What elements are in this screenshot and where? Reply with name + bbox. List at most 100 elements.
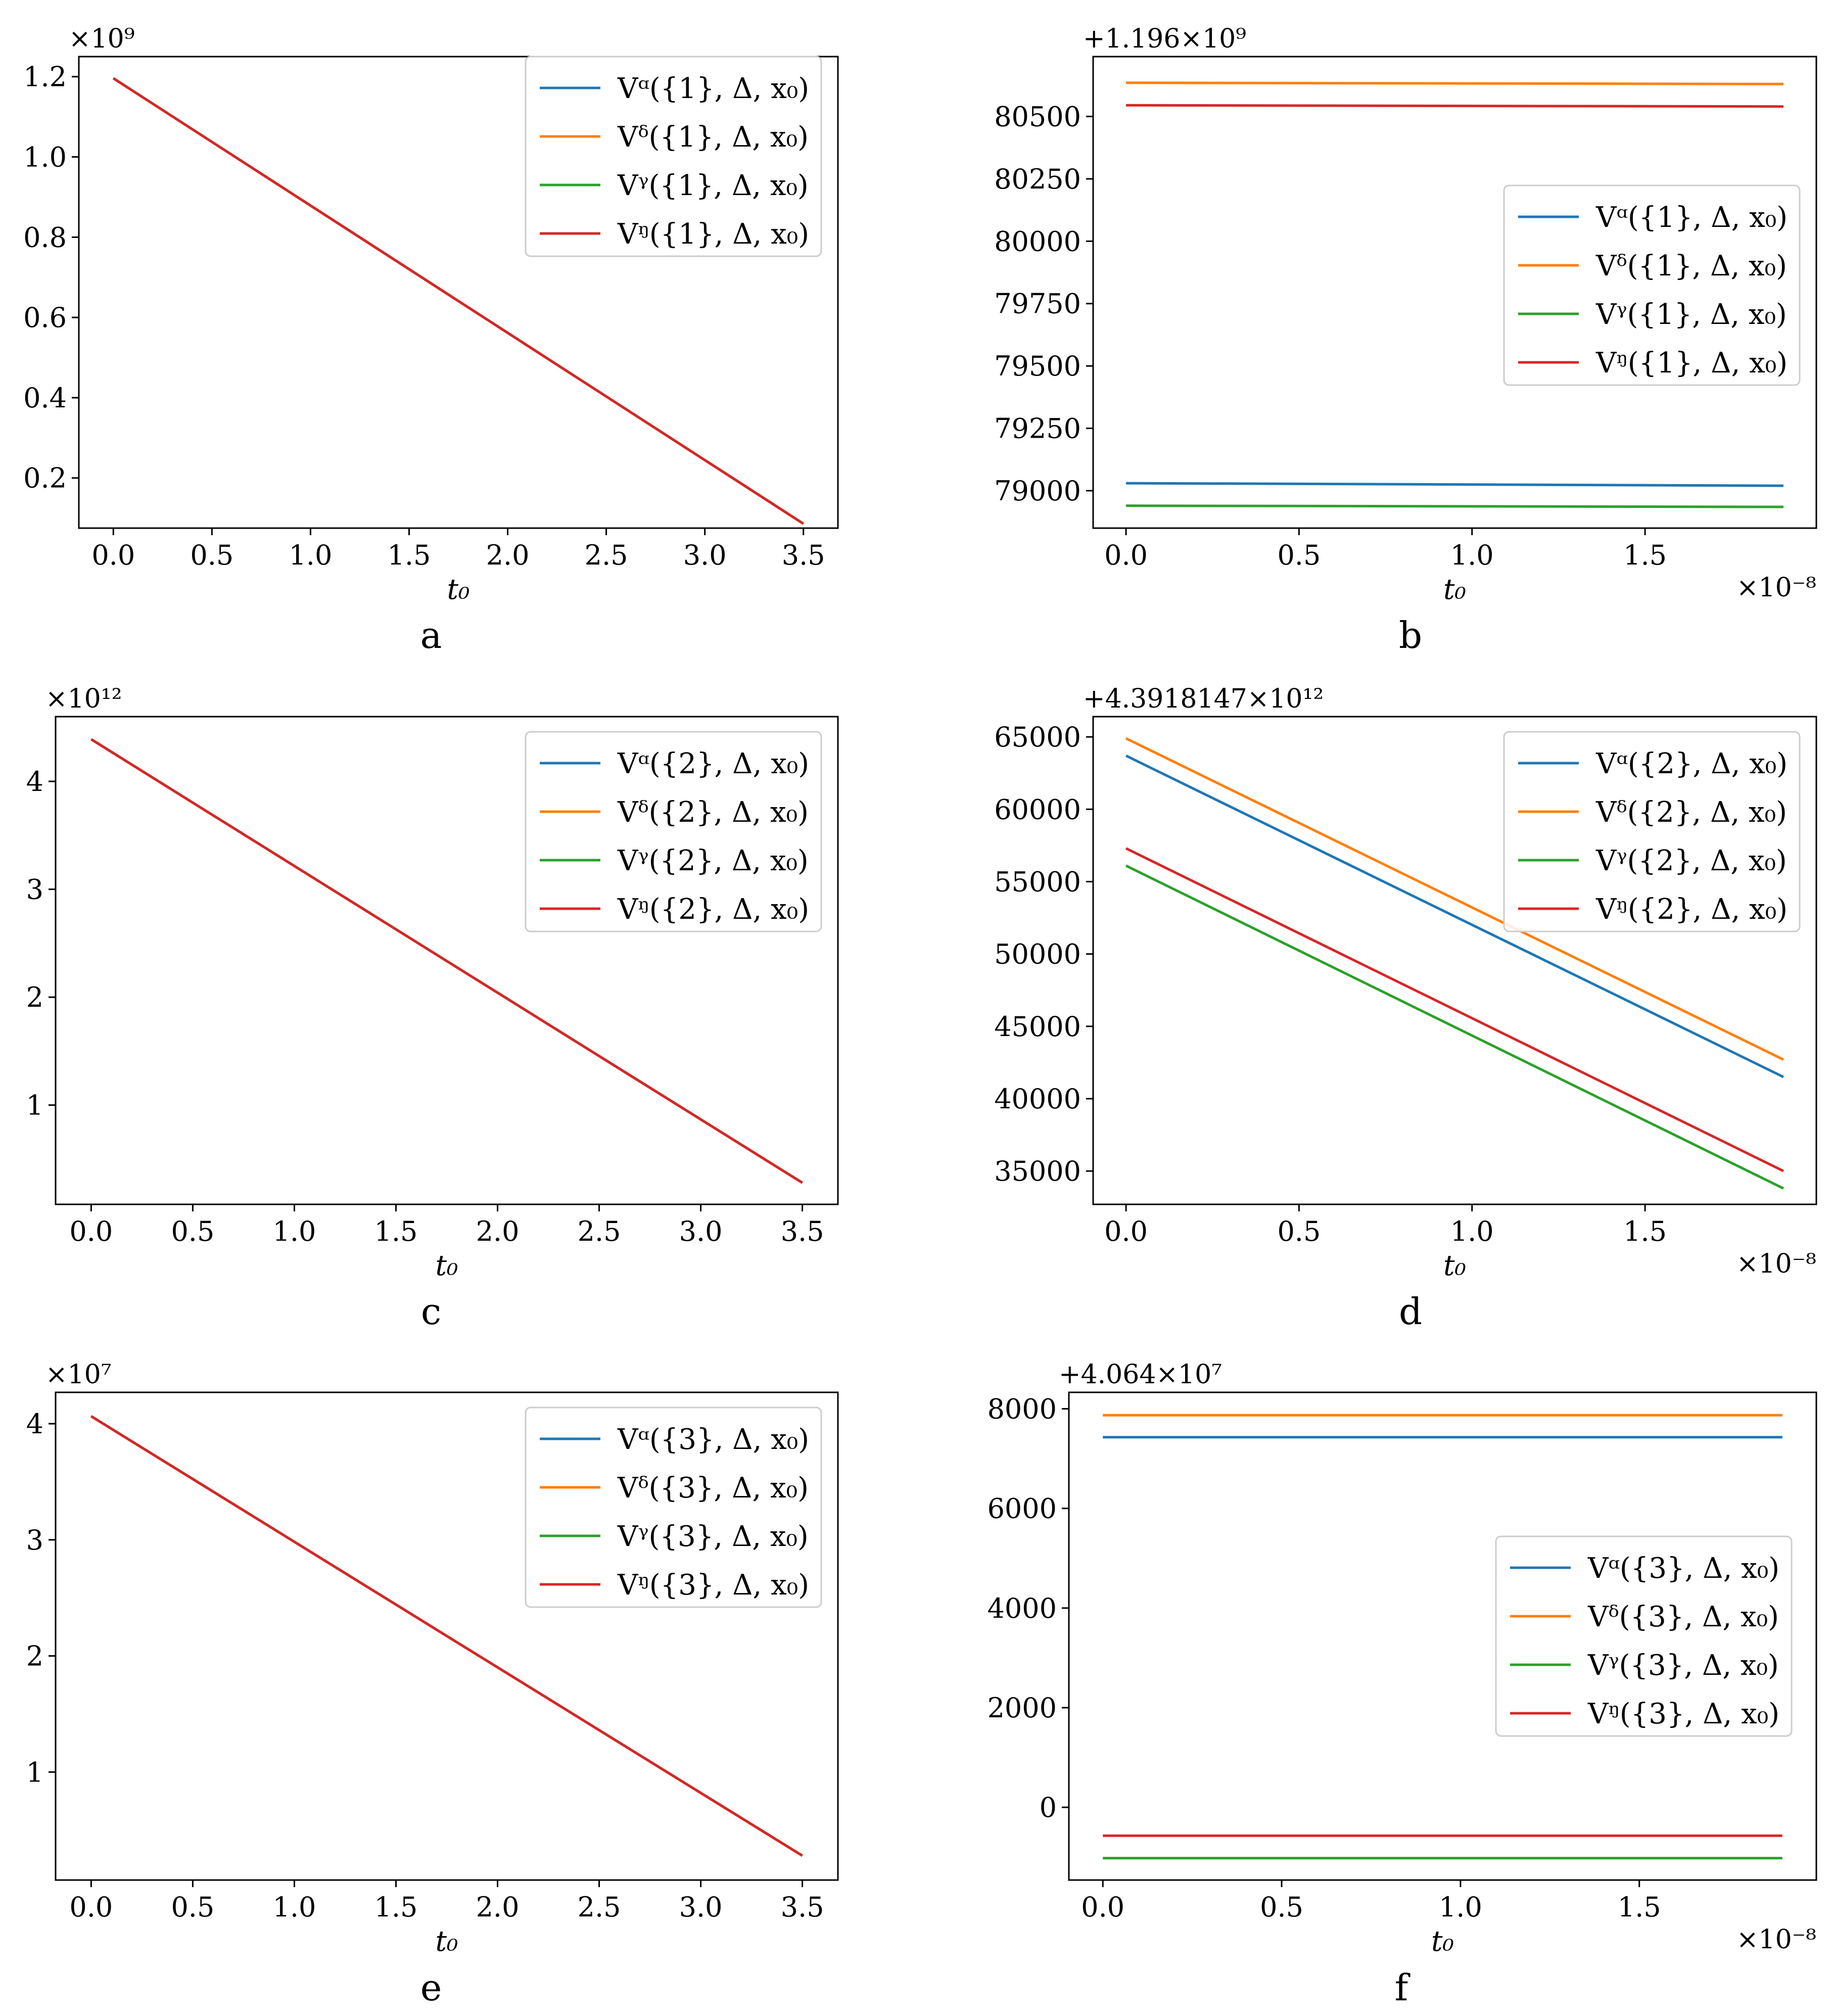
x-tick-label: 3.5 — [781, 1215, 824, 1247]
chart-panel-b: 0.0 0.5 1.0 1.5 79000 79250 79500 79750 80000 802… — [994, 24, 1817, 657]
legend-label-zeta: Vᵞ({1}, Δ, x₀) — [1595, 298, 1787, 331]
legend-box — [1503, 731, 1801, 932]
x-tick-label: 0.0 — [91, 539, 135, 571]
legend-label-eta: Vᵑ({1}, Δ, x₀) — [1595, 347, 1788, 380]
y-tick-label: 0.8 — [23, 221, 67, 253]
legend-label-delta: Vᵟ({3}, Δ, x₀) — [617, 1472, 809, 1505]
panel-caption: a — [420, 614, 442, 657]
y-tick-label: 79250 — [994, 413, 1081, 445]
x-offset-label: ×10⁻⁸ — [1736, 1249, 1816, 1279]
x-tick-label: 0.5 — [171, 1215, 214, 1247]
legend-label-delta: Vᵟ({3}, Δ, x₀) — [1587, 1601, 1779, 1633]
chart-panel-f: 0.0 0.5 1.0 1.5 0 2000 4000 6000 8000 t₀ +4.064×10… — [988, 1359, 1817, 2009]
y-tick-label: 2 — [26, 1640, 43, 1672]
legend-label-zeta: Vᵞ({1}, Δ, x₀) — [617, 169, 809, 202]
x-tick-label: 3.0 — [683, 539, 727, 571]
legend-label-delta: Vᵟ({1}, Δ, x₀) — [617, 121, 809, 154]
legend: Vᵅ({1}, Δ, x₀) Vᵟ({1}, Δ, x₀) Vᵞ({1}, Δ, x… — [1503, 184, 1801, 386]
y-tick-label: 2 — [26, 981, 43, 1013]
panel-caption: b — [1399, 614, 1422, 657]
legend-label-alpha: Vᵅ({2}, Δ, x₀) — [1595, 747, 1788, 780]
x-tick-label: 1.0 — [1439, 1891, 1482, 1923]
legend: Vᵅ({2}, Δ, x₀) Vᵟ({2}, Δ, x₀) Vᵞ({2}, Δ, x… — [1503, 731, 1801, 932]
x-tick-label: 0.5 — [1277, 1215, 1321, 1247]
legend-box — [525, 1406, 822, 1608]
y-tick-label: 55000 — [994, 866, 1081, 898]
series-line-eta — [90, 1415, 803, 1857]
x-tick-label: 1.0 — [1450, 1215, 1494, 1247]
x-tick-label: 0.5 — [190, 539, 233, 571]
axes-frame — [78, 56, 839, 529]
y-tick-label: 3 — [26, 874, 43, 906]
y-tick-label: 0.6 — [23, 302, 67, 334]
series-line-eta — [1125, 847, 1784, 1173]
x-tick-label: 1.5 — [1618, 1891, 1661, 1923]
x-tick-label: 0.5 — [1277, 539, 1321, 571]
x-tick-label: 1.0 — [272, 1891, 316, 1923]
x-tick-label: 3.5 — [781, 1891, 824, 1923]
x-tick-label: 2.5 — [578, 1215, 621, 1247]
chart-panel-c: 0.0 0.5 1.0 1.5 2.0 2.5 3.0 3.5 1 2 3 4 t₀ ×10¹² Vᵅ({2… — [26, 684, 839, 1333]
y-offset-label: ×10⁹ — [69, 24, 135, 54]
x-tick-label: 3.0 — [679, 1215, 723, 1247]
legend: Vᵅ({3}, Δ, x₀) Vᵟ({3}, Δ, x₀) Vᵞ({3}, Δ, x… — [1495, 1535, 1793, 1737]
series-line-eta — [90, 738, 803, 1184]
legend-box — [525, 56, 822, 257]
series-line-zeta — [1125, 864, 1784, 1190]
y-tick-label: 40000 — [994, 1083, 1081, 1115]
y-tick-label: 45000 — [994, 1011, 1081, 1043]
y-tick-label: 0.4 — [23, 382, 67, 414]
legend: Vᵅ({2}, Δ, x₀) Vᵟ({2}, Δ, x₀) Vᵞ({2}, Δ, x… — [525, 731, 822, 932]
x-tick-label: 2.0 — [476, 1215, 520, 1247]
y-tick-label: 1 — [26, 1756, 43, 1788]
x-axis-label: t₀ — [1431, 1925, 1454, 1958]
legend-label-delta: Vᵟ({2}, Δ, x₀) — [617, 796, 809, 829]
y-tick-label: 0 — [1040, 1792, 1057, 1823]
x-axis-label: t₀ — [1443, 573, 1466, 606]
y-tick-label: 60000 — [994, 793, 1081, 825]
legend-label-alpha: Vᵅ({1}, Δ, x₀) — [1595, 201, 1788, 234]
y-tick-label: 3 — [26, 1524, 43, 1556]
axes-frame — [55, 1391, 839, 1881]
y-tick-label: 79000 — [994, 475, 1081, 507]
x-tick-label: 1.5 — [388, 539, 431, 571]
y-offset-label: +1.196×10⁹ — [1083, 24, 1246, 54]
series-line-eta — [1125, 104, 1784, 108]
axes-frame — [1092, 716, 1817, 1205]
y-tick-label: 4000 — [988, 1592, 1057, 1624]
y-tick-label: 1.0 — [23, 142, 67, 173]
x-tick-label: 1.5 — [1623, 539, 1667, 571]
legend-label-eta: Vᵑ({3}, Δ, x₀) — [617, 1569, 809, 1602]
legend-label-alpha: Vᵅ({2}, Δ, x₀) — [617, 747, 809, 780]
x-tick-label: 1.0 — [272, 1215, 316, 1247]
x-tick-label: 2.5 — [578, 1891, 621, 1923]
legend-box — [1503, 184, 1801, 386]
legend-label-zeta: Vᵞ({2}, Δ, x₀) — [1595, 845, 1787, 877]
series-line-delta — [1125, 737, 1784, 1061]
chart-panel-a: 0.0 0.5 1.0 1.5 2.0 2.5 3.0 3.5 0.2 0.4 0.6 0.8 1.0 1… — [23, 24, 839, 657]
y-offset-label: +4.3918147×10¹² — [1083, 684, 1324, 714]
x-tick-label: 0.0 — [1081, 1891, 1124, 1923]
panel-caption: d — [1399, 1290, 1422, 1333]
legend-label-delta: Vᵟ({1}, Δ, x₀) — [1595, 250, 1787, 283]
x-tick-label: 2.0 — [476, 1891, 520, 1923]
legend-box — [525, 731, 822, 932]
chart-panel-d: 0.0 0.5 1.0 1.5 35000 40000 45000 50000 55000 600… — [994, 684, 1817, 1333]
x-tick-label: 0.5 — [171, 1891, 214, 1923]
y-tick-label: 4 — [26, 1408, 43, 1440]
x-tick-label: 0.0 — [69, 1891, 113, 1923]
x-axis-label: t₀ — [1443, 1249, 1466, 1282]
legend-box — [1495, 1535, 1793, 1737]
x-offset-label: ×10⁻⁸ — [1736, 1925, 1816, 1955]
y-tick-label: 35000 — [994, 1155, 1081, 1187]
y-tick-label: 80000 — [994, 225, 1081, 257]
y-tick-label: 4 — [26, 766, 43, 798]
x-tick-label: 0.0 — [1104, 1215, 1148, 1247]
y-tick-label: 1.2 — [23, 61, 67, 93]
x-axis-label: t₀ — [436, 1925, 458, 1958]
chart-panel-e: 0.0 0.5 1.0 1.5 2.0 2.5 3.0 3.5 1 2 3 4 t₀ ×10⁷ Vᵅ({3}… — [26, 1359, 839, 2009]
axes-frame — [55, 716, 839, 1205]
y-tick-label: 2000 — [988, 1692, 1057, 1724]
series-line-alpha — [1125, 482, 1784, 487]
